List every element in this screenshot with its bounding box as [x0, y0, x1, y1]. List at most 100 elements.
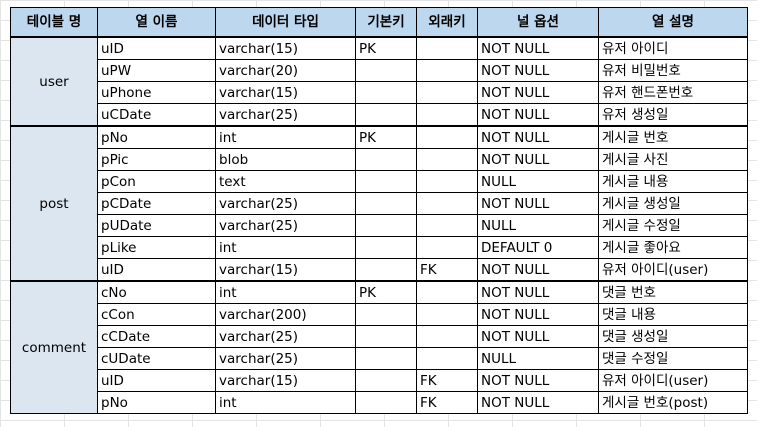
data-type-cell[interactable]: varchar(15): [215, 81, 356, 104]
null-option-cell[interactable]: NOT NULL: [477, 391, 599, 414]
description-cell[interactable]: 댓글 내용: [598, 303, 748, 326]
primary-key-cell[interactable]: [355, 347, 417, 370]
column-name-cell[interactable]: pCon: [97, 170, 216, 193]
data-type-cell[interactable]: int: [215, 236, 356, 259]
table-name-cell[interactable]: post: [10, 125, 98, 282]
header-null-option[interactable]: 널 옵션: [477, 7, 599, 38]
description-cell[interactable]: 게시글 내용: [598, 170, 748, 193]
primary-key-cell[interactable]: [355, 391, 417, 414]
data-type-cell[interactable]: varchar(25): [215, 192, 356, 215]
data-type-cell[interactable]: int: [215, 125, 356, 149]
foreign-key-cell[interactable]: FK: [416, 369, 478, 392]
description-cell[interactable]: 유저 생성일: [598, 103, 748, 127]
foreign-key-cell[interactable]: [416, 59, 478, 82]
header-column-description[interactable]: 열 설명: [598, 7, 748, 38]
header-primary-key[interactable]: 기본키: [355, 7, 417, 38]
primary-key-cell[interactable]: [355, 258, 417, 282]
foreign-key-cell[interactable]: [416, 170, 478, 193]
null-option-cell[interactable]: NULL: [477, 214, 599, 237]
primary-key-cell[interactable]: PK: [355, 125, 417, 149]
null-option-cell[interactable]: NOT NULL: [477, 103, 599, 127]
header-column-name[interactable]: 열 이름: [97, 7, 216, 38]
data-type-cell[interactable]: varchar(25): [215, 103, 356, 127]
data-type-cell[interactable]: varchar(200): [215, 303, 356, 326]
primary-key-cell[interactable]: [355, 170, 417, 193]
data-type-cell[interactable]: varchar(15): [215, 369, 356, 392]
null-option-cell[interactable]: NOT NULL: [477, 325, 599, 348]
foreign-key-cell[interactable]: [416, 325, 478, 348]
primary-key-cell[interactable]: [355, 214, 417, 237]
null-option-cell[interactable]: NOT NULL: [477, 125, 599, 149]
description-cell[interactable]: 댓글 수정일: [598, 347, 748, 370]
description-cell[interactable]: 유저 아이디: [598, 37, 748, 60]
data-type-cell[interactable]: int: [215, 280, 356, 304]
column-name-cell[interactable]: pCDate: [97, 192, 216, 215]
null-option-cell[interactable]: NOT NULL: [477, 192, 599, 215]
primary-key-cell[interactable]: [355, 59, 417, 82]
column-name-cell[interactable]: cCon: [97, 303, 216, 326]
header-foreign-key[interactable]: 외래키: [416, 7, 478, 38]
null-option-cell[interactable]: NOT NULL: [477, 303, 599, 326]
primary-key-cell[interactable]: PK: [355, 37, 417, 60]
null-option-cell[interactable]: NOT NULL: [477, 148, 599, 171]
description-cell[interactable]: 유저 비밀번호: [598, 59, 748, 82]
primary-key-cell[interactable]: PK: [355, 280, 417, 304]
description-cell[interactable]: 게시글 좋아요: [598, 236, 748, 259]
foreign-key-cell[interactable]: [416, 103, 478, 127]
data-type-cell[interactable]: text: [215, 170, 356, 193]
column-name-cell[interactable]: uCDate: [97, 103, 216, 127]
description-cell[interactable]: 게시글 수정일: [598, 214, 748, 237]
null-option-cell[interactable]: NOT NULL: [477, 280, 599, 304]
foreign-key-cell[interactable]: [416, 125, 478, 149]
column-name-cell[interactable]: pPic: [97, 148, 216, 171]
data-type-cell[interactable]: varchar(25): [215, 325, 356, 348]
table-name-cell[interactable]: comment: [10, 280, 98, 414]
data-type-cell[interactable]: varchar(20): [215, 59, 356, 82]
foreign-key-cell[interactable]: [416, 81, 478, 104]
description-cell[interactable]: 게시글 번호(post): [598, 391, 748, 414]
description-cell[interactable]: 댓글 번호: [598, 280, 748, 304]
foreign-key-cell[interactable]: [416, 280, 478, 304]
description-cell[interactable]: 게시글 번호: [598, 125, 748, 149]
column-name-cell[interactable]: pNo: [97, 125, 216, 149]
primary-key-cell[interactable]: [355, 148, 417, 171]
primary-key-cell[interactable]: [355, 369, 417, 392]
foreign-key-cell[interactable]: [416, 303, 478, 326]
primary-key-cell[interactable]: [355, 303, 417, 326]
column-name-cell[interactable]: cNo: [97, 280, 216, 304]
foreign-key-cell[interactable]: [416, 214, 478, 237]
data-type-cell[interactable]: varchar(15): [215, 258, 356, 282]
primary-key-cell[interactable]: [355, 325, 417, 348]
data-type-cell[interactable]: varchar(25): [215, 214, 356, 237]
null-option-cell[interactable]: NOT NULL: [477, 81, 599, 104]
column-name-cell[interactable]: cCDate: [97, 325, 216, 348]
header-table-name[interactable]: 테이블 명: [10, 7, 98, 38]
header-data-type[interactable]: 데이터 타입: [215, 7, 356, 38]
foreign-key-cell[interactable]: [416, 347, 478, 370]
description-cell[interactable]: 댓글 생성일: [598, 325, 748, 348]
foreign-key-cell[interactable]: [416, 192, 478, 215]
description-cell[interactable]: 게시글 사진: [598, 148, 748, 171]
data-type-cell[interactable]: varchar(15): [215, 37, 356, 60]
null-option-cell[interactable]: DEFAULT 0: [477, 236, 599, 259]
null-option-cell[interactable]: NULL: [477, 170, 599, 193]
null-option-cell[interactable]: NULL: [477, 347, 599, 370]
column-name-cell[interactable]: pUDate: [97, 214, 216, 237]
foreign-key-cell[interactable]: [416, 236, 478, 259]
foreign-key-cell[interactable]: FK: [416, 258, 478, 282]
column-name-cell[interactable]: uID: [97, 37, 216, 60]
column-name-cell[interactable]: uID: [97, 369, 216, 392]
column-name-cell[interactable]: cUDate: [97, 347, 216, 370]
description-cell[interactable]: 유저 아이디(user): [598, 369, 748, 392]
foreign-key-cell[interactable]: [416, 148, 478, 171]
description-cell[interactable]: 유저 아이디(user): [598, 258, 748, 282]
column-name-cell[interactable]: pNo: [97, 391, 216, 414]
null-option-cell[interactable]: NOT NULL: [477, 59, 599, 82]
null-option-cell[interactable]: NOT NULL: [477, 369, 599, 392]
null-option-cell[interactable]: NOT NULL: [477, 37, 599, 60]
column-name-cell[interactable]: uPW: [97, 59, 216, 82]
primary-key-cell[interactable]: [355, 236, 417, 259]
description-cell[interactable]: 게시글 생성일: [598, 192, 748, 215]
data-type-cell[interactable]: int: [215, 391, 356, 414]
foreign-key-cell[interactable]: FK: [416, 391, 478, 414]
